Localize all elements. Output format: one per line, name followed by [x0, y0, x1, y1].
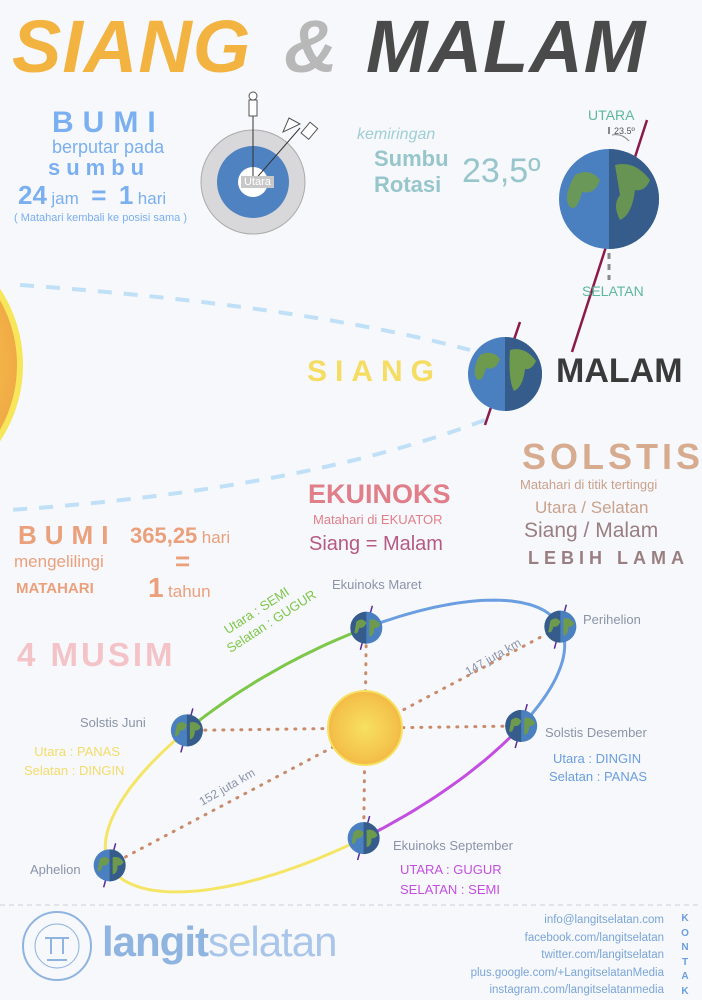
title-siang: SIANG — [12, 5, 252, 88]
season-north-label: UTARA : — [400, 862, 454, 877]
orbit-segment-autumn — [366, 724, 523, 838]
seal-logo — [22, 911, 92, 981]
solstice-line4: LEBIH LAMA — [528, 548, 689, 568]
tilt-value: 23,5º — [462, 152, 541, 190]
revolution-days: 365,25 hari — [130, 523, 230, 549]
hours-unit: jam — [51, 189, 79, 208]
earth-land — [509, 717, 536, 736]
revolution-years: 1 tahun — [148, 572, 211, 604]
equinox-line2: Siang = Malam — [309, 533, 443, 555]
days-unit: hari — [137, 189, 167, 208]
day-night-earth — [468, 321, 542, 426]
label-aphelion: Aphelion — [30, 862, 81, 877]
season-south-value: SEMI — [468, 882, 500, 897]
rotation-line2: sumbu — [48, 155, 151, 180]
season-south-label: SELATAN : — [400, 882, 469, 897]
arrow-icon — [282, 117, 302, 134]
orbit-dashed-path — [9, 283, 486, 512]
days-value: 1 — [118, 180, 134, 210]
contact-email[interactable]: info@langitselatan.com — [544, 914, 664, 926]
contact-facebook[interactable]: facebook.com/langitselatan — [524, 931, 664, 944]
solstice-line2: Utara / Selatan — [535, 498, 649, 517]
orbit-segment-summer — [103, 731, 365, 894]
december-seasons: Utara : DINGIN Selatan : PANAS — [549, 750, 647, 786]
orbit-segment-winter — [365, 598, 567, 728]
rotation-diagram — [200, 91, 319, 235]
revolution-line1: mengelilingi — [14, 552, 104, 571]
equinox-heading: EKUINOKS — [308, 479, 451, 509]
september-seasons: UTARA : GUGUR SELATAN : SEMI — [400, 860, 502, 900]
earth-land — [354, 619, 381, 637]
distance-dotted-line — [362, 626, 368, 840]
revolution-line2: MATAHARI — [16, 580, 94, 597]
tilt-angle: 23.5º — [614, 126, 635, 136]
season-north-value: GUGUR — [453, 862, 502, 877]
contact-label: KONTAK — [681, 913, 689, 997]
sun — [327, 690, 403, 766]
distance-dotted-line — [185, 724, 523, 732]
earth-land — [97, 856, 124, 875]
revolution-heading: BUMI — [18, 520, 117, 550]
rotation-note: ( Matahari kembali ke posisi sama ) — [14, 212, 188, 224]
label-september-equinox: Ekuinoks September — [393, 838, 513, 853]
tilt-pre: kemiringan — [357, 126, 436, 143]
rotation-equation: 24 jam = 1 hari — [18, 180, 166, 211]
tilted-earth — [559, 119, 659, 353]
contact-instagram[interactable]: instagram.com/langitselatanmedia — [489, 984, 664, 996]
seasons-orbit — [93, 598, 577, 894]
solstice-line1: Matahari di titik tertinggi — [520, 477, 658, 492]
year-days-unit: hari — [201, 528, 231, 547]
title-malam: MALAM — [366, 5, 647, 88]
years-value: 1 — [148, 572, 164, 603]
tilt-line1: Sumbu — [374, 146, 449, 171]
rotation-line1: berputar pada — [52, 137, 165, 157]
year-days-value: 365,25 — [130, 523, 198, 548]
solstice-heading: SOLSTIS — [522, 436, 702, 477]
season-north-value: DINGIN — [595, 751, 642, 766]
season-north-label: Utara : — [553, 751, 596, 766]
logo-bold: langit — [102, 918, 209, 965]
season-north-value: PANAS — [76, 744, 120, 759]
label-june-solstice: Solstis Juni — [80, 715, 146, 730]
contact-twitter[interactable]: twitter.com/langitselatan — [541, 949, 664, 961]
earth-land — [174, 721, 201, 740]
season-south-value: DINGIN — [78, 763, 125, 778]
solstice-line3: Siang / Malam — [524, 519, 659, 542]
earth-land — [548, 618, 575, 636]
label-december-solstice: Solstis Desember — [545, 725, 647, 740]
equals-sign: = — [91, 180, 107, 210]
season-north-label: Utara : — [34, 744, 77, 759]
tilt-line2: Rotasi — [374, 172, 442, 197]
june-seasons: Utara : PANAS Selatan : DINGIN — [24, 742, 124, 780]
contact-list: info@langitselatan.com facebook.com/lang… — [471, 912, 664, 1000]
night-label: MALAM — [556, 352, 683, 390]
earth-land — [351, 829, 378, 848]
seasons-heading: 4 MUSIM — [17, 636, 176, 673]
tilt-south: SELATAN — [582, 283, 644, 299]
label-march-equinox: Ekuinoks Maret — [332, 577, 422, 592]
season-south-value: PANAS — [603, 769, 648, 784]
season-south-label: Selatan : — [549, 769, 604, 784]
label-perihelion: Perihelion — [583, 612, 641, 627]
orbit-segment-spring — [185, 626, 367, 732]
tilt-north: UTARA — [588, 107, 635, 123]
distance-dotted-line — [108, 625, 562, 867]
person-icon — [248, 99, 258, 117]
big-sun — [0, 288, 23, 442]
logo-light: selatan — [208, 918, 337, 965]
contact-googleplus[interactable]: plus.google.com/+LangitselatanMedia — [470, 966, 664, 979]
diagram-north-label: Utara — [241, 176, 274, 188]
rotation-heading: BUMI — [52, 106, 165, 139]
title-ampersand: & — [284, 5, 339, 88]
brand-logo[interactable]: langitselatan — [102, 918, 337, 966]
equinox-line1: Matahari di EKUATOR — [313, 512, 443, 527]
season-south-label: Selatan : — [24, 763, 79, 778]
years-unit: tahun — [168, 582, 211, 601]
hours-value: 24 — [18, 180, 47, 210]
revolution-equals: = — [175, 546, 191, 576]
day-label: SIANG — [307, 355, 443, 388]
